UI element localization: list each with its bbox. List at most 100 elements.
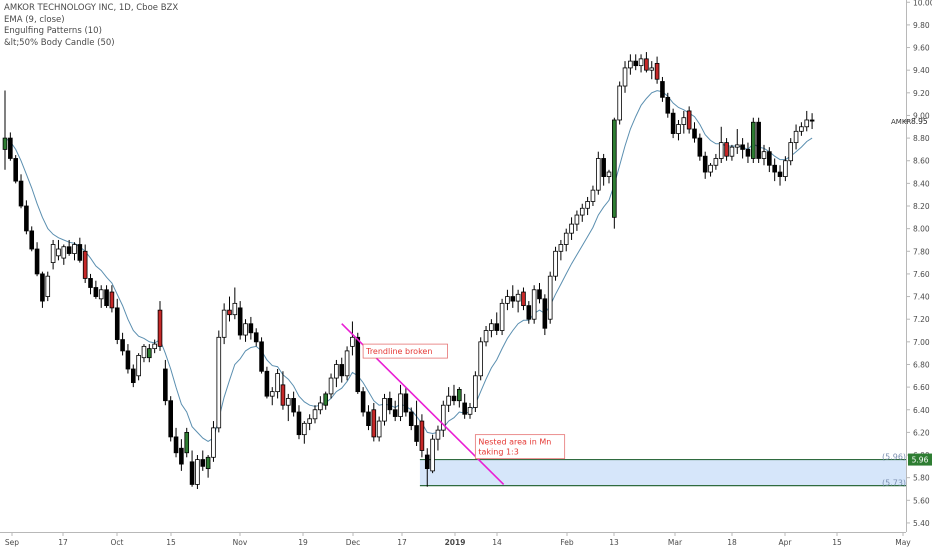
candle-body xyxy=(756,121,761,159)
candle xyxy=(713,153,719,170)
price-tick-label: 9.60 xyxy=(913,44,930,53)
candle-body xyxy=(392,409,398,417)
candle-body xyxy=(72,244,77,254)
candle-body xyxy=(93,287,99,297)
candle-body xyxy=(633,60,639,67)
candle-body xyxy=(237,307,243,336)
candle xyxy=(82,244,88,283)
candle xyxy=(40,271,45,308)
candle xyxy=(793,124,799,150)
candle-body xyxy=(713,158,719,166)
candle xyxy=(355,332,361,394)
candle xyxy=(702,151,708,179)
candle-body xyxy=(366,411,371,427)
candle-body xyxy=(686,110,692,130)
candle xyxy=(579,203,585,222)
price-tick-label: 7.20 xyxy=(913,315,930,324)
legend-symbol[interactable]: AMKOR TECHNOLOGY INC, 1D, Cboe BZX xyxy=(4,3,179,13)
symbol-tag: AMKR xyxy=(891,118,911,126)
candle xyxy=(56,239,61,261)
candle xyxy=(494,312,500,336)
candle xyxy=(109,285,115,313)
candle-body xyxy=(478,341,484,377)
candle-body xyxy=(457,388,462,402)
candle xyxy=(612,117,617,229)
candle-body xyxy=(264,370,270,397)
legend-body-candle[interactable]: &lt;50% Body Candle (50) xyxy=(4,37,115,48)
price-tick-label: 5.60 xyxy=(913,496,930,505)
candle-body xyxy=(323,393,328,406)
candle-body xyxy=(595,158,601,191)
candle-body xyxy=(563,232,569,245)
candle xyxy=(398,384,403,422)
candle-body xyxy=(558,244,564,252)
candle xyxy=(403,387,409,417)
time-tick-label: Sep xyxy=(5,538,19,547)
time-tick-label: 14 xyxy=(492,538,502,547)
candle-body xyxy=(601,158,606,177)
candle xyxy=(243,319,248,342)
candle-body xyxy=(360,391,366,413)
candle-body xyxy=(542,298,548,329)
candle xyxy=(430,434,435,474)
candle xyxy=(660,76,665,102)
candle-body xyxy=(745,149,751,157)
time-tick-label: Nov xyxy=(233,538,248,547)
time-tick-label: Oct xyxy=(111,538,124,547)
candle-body xyxy=(130,368,136,383)
candle xyxy=(697,133,703,161)
candle-body xyxy=(751,121,756,159)
candle-body xyxy=(628,60,633,69)
candle xyxy=(45,271,51,302)
candle-body xyxy=(350,336,355,347)
candle xyxy=(478,337,484,381)
price-tick-label: 7.00 xyxy=(913,338,930,347)
legend-ema[interactable]: EMA (9, close) xyxy=(4,14,65,25)
candle xyxy=(734,129,740,154)
candle xyxy=(574,210,580,231)
nested-area-zone xyxy=(419,459,906,486)
candle xyxy=(323,391,328,410)
candle-body xyxy=(243,323,248,336)
candle-body xyxy=(136,355,141,377)
price-tick-label: 9.80 xyxy=(913,21,930,30)
time-tick-label: May xyxy=(895,538,911,547)
candle xyxy=(136,353,141,381)
candle-body xyxy=(88,278,93,288)
candle-body xyxy=(510,296,516,302)
candle-body xyxy=(120,339,125,352)
price-tick-label: 6.40 xyxy=(913,406,930,415)
candle xyxy=(285,393,291,422)
candle xyxy=(253,328,259,347)
time-tick-label: 18 xyxy=(727,538,737,547)
candle xyxy=(189,450,195,487)
candle-body xyxy=(419,420,425,451)
candle xyxy=(799,122,804,136)
candle xyxy=(312,405,318,424)
candle xyxy=(227,296,232,322)
candle xyxy=(547,271,553,324)
candle xyxy=(681,110,687,134)
candle xyxy=(232,287,238,320)
candle xyxy=(772,158,777,182)
candle-body xyxy=(606,171,612,177)
candle-body xyxy=(403,393,409,413)
candle-body xyxy=(574,214,580,225)
candle xyxy=(724,138,729,161)
price-tick-label: 8.60 xyxy=(913,157,930,166)
price-tick-label: 9.20 xyxy=(913,89,930,98)
candle xyxy=(515,289,521,313)
candle xyxy=(751,117,756,163)
candle-body xyxy=(221,309,227,338)
candle-body xyxy=(553,250,558,277)
candle xyxy=(462,393,467,419)
candle xyxy=(296,405,302,440)
price-tick-label: 10.00 xyxy=(913,0,932,7)
legend-engulfing[interactable]: Engulfing Patterns (10) xyxy=(4,26,102,36)
time-tick-label: Feb xyxy=(560,538,574,547)
candle-body xyxy=(8,137,13,159)
candle xyxy=(264,366,270,399)
candle-body xyxy=(34,248,40,275)
